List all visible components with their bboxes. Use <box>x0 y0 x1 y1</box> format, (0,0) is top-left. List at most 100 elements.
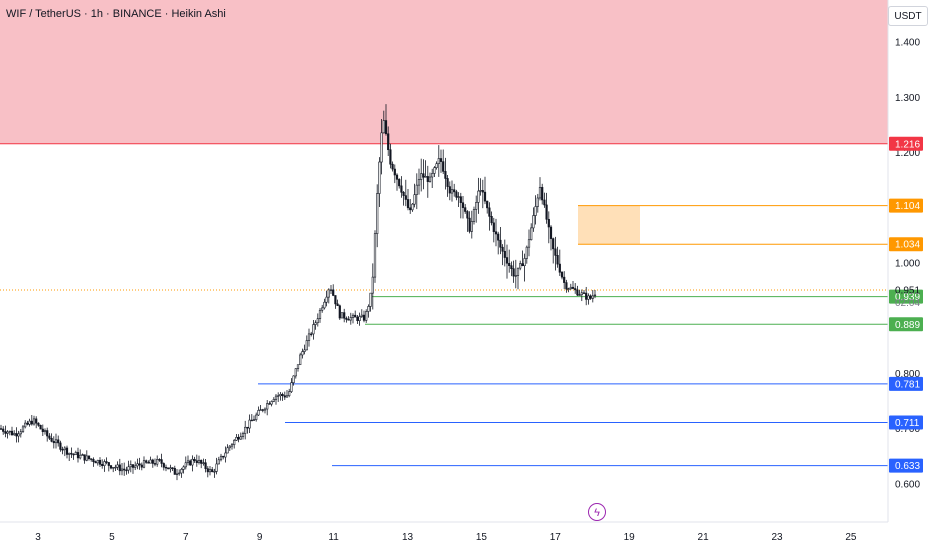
lightning-bolt-icon[interactable]: ϟ <box>588 503 606 521</box>
candle-body <box>413 194 416 205</box>
candle-body <box>217 459 220 465</box>
candle-body <box>277 395 280 397</box>
candle-body <box>237 437 240 440</box>
price-axis[interactable] <box>888 0 932 550</box>
candle-body <box>380 132 383 163</box>
candle-body <box>35 418 38 424</box>
candle-body <box>334 295 337 305</box>
candle-body <box>556 255 559 265</box>
candle-body <box>87 455 91 460</box>
candle-body <box>6 431 9 434</box>
candle-body <box>0 428 3 430</box>
candle-body <box>52 441 55 444</box>
candle-body <box>360 314 363 317</box>
candle-body <box>365 311 368 321</box>
time-tick-label: 11 <box>328 532 339 543</box>
candle-body <box>173 468 176 475</box>
candle-body <box>501 246 504 252</box>
candle-body <box>101 464 104 467</box>
candle-body <box>107 462 110 466</box>
candle-body <box>138 463 141 466</box>
candle-body <box>169 467 172 470</box>
candle-body <box>274 395 278 400</box>
candle-body <box>378 161 381 194</box>
price-tag-label: 1.216 <box>895 139 920 150</box>
candle-body <box>125 469 128 472</box>
candle-body <box>576 289 579 296</box>
candle-body <box>248 419 251 429</box>
currency-button[interactable]: USDT <box>888 6 928 26</box>
candle-body <box>358 316 361 321</box>
candle-body <box>156 459 159 465</box>
candle-body <box>321 307 324 311</box>
candle-body <box>391 163 394 170</box>
current-price-label: 0.951 <box>895 286 920 297</box>
candle-body <box>63 447 66 451</box>
candle-body <box>235 437 238 441</box>
candle-body <box>424 176 427 178</box>
candle-body <box>426 176 429 182</box>
candle-body <box>545 204 548 220</box>
candle-body <box>508 262 511 266</box>
candle-body <box>464 207 467 212</box>
candle-body <box>585 292 588 300</box>
candle-body <box>59 442 62 450</box>
candle-body <box>593 294 597 297</box>
candle-body <box>151 459 154 464</box>
candle-body <box>530 227 533 241</box>
candle-body <box>571 286 575 289</box>
price-tag-1.034 <box>889 237 923 252</box>
time-tick-label: 13 <box>402 532 414 543</box>
candle-body <box>567 288 570 290</box>
candle-body <box>362 314 366 321</box>
candle-body <box>483 191 487 202</box>
candle-body <box>305 340 308 351</box>
candle-body <box>281 394 284 397</box>
candle-body <box>532 215 535 229</box>
candle-body <box>580 292 583 296</box>
candle-body <box>301 351 304 356</box>
candle-body <box>197 459 201 463</box>
candle-body <box>294 368 297 377</box>
candle-body <box>145 460 148 463</box>
candle-body <box>516 267 520 276</box>
candle-body <box>116 464 119 468</box>
price-tick-label: 1.200 <box>895 148 920 159</box>
candle-body <box>167 467 170 470</box>
candle-body <box>560 271 564 278</box>
candle-body <box>76 452 80 459</box>
candle-body <box>492 222 495 233</box>
candle-body <box>323 301 326 309</box>
candle-body <box>233 440 236 445</box>
candle-body <box>272 399 275 402</box>
candle-body <box>48 435 51 439</box>
candle-body <box>162 463 165 468</box>
candle-body <box>39 424 42 430</box>
candle-body <box>345 317 348 320</box>
candle-body <box>450 189 454 194</box>
candle-body <box>420 173 423 180</box>
candle-body <box>349 317 352 321</box>
candle-body <box>204 462 207 469</box>
price-tag-0.711 <box>889 415 923 430</box>
candle-body <box>206 468 209 473</box>
candle-body <box>373 233 377 278</box>
candle-body <box>257 410 260 416</box>
candle-body <box>252 419 256 421</box>
candle-body <box>354 314 357 318</box>
candle-body <box>24 422 27 428</box>
candle-body <box>494 231 498 235</box>
time-tick-label: 19 <box>624 532 636 543</box>
candle-body <box>521 263 524 267</box>
candle-body <box>514 275 517 277</box>
time-tick-label: 25 <box>845 532 857 543</box>
candle-body <box>37 422 40 426</box>
candle-body <box>202 462 205 464</box>
countdown-label: 02:04 <box>895 298 920 309</box>
candle-body <box>32 418 36 425</box>
time-tick-label: 21 <box>698 532 710 543</box>
candle-body <box>554 248 557 256</box>
candle-body <box>428 176 432 182</box>
price-tag-label: 0.939 <box>895 292 920 303</box>
